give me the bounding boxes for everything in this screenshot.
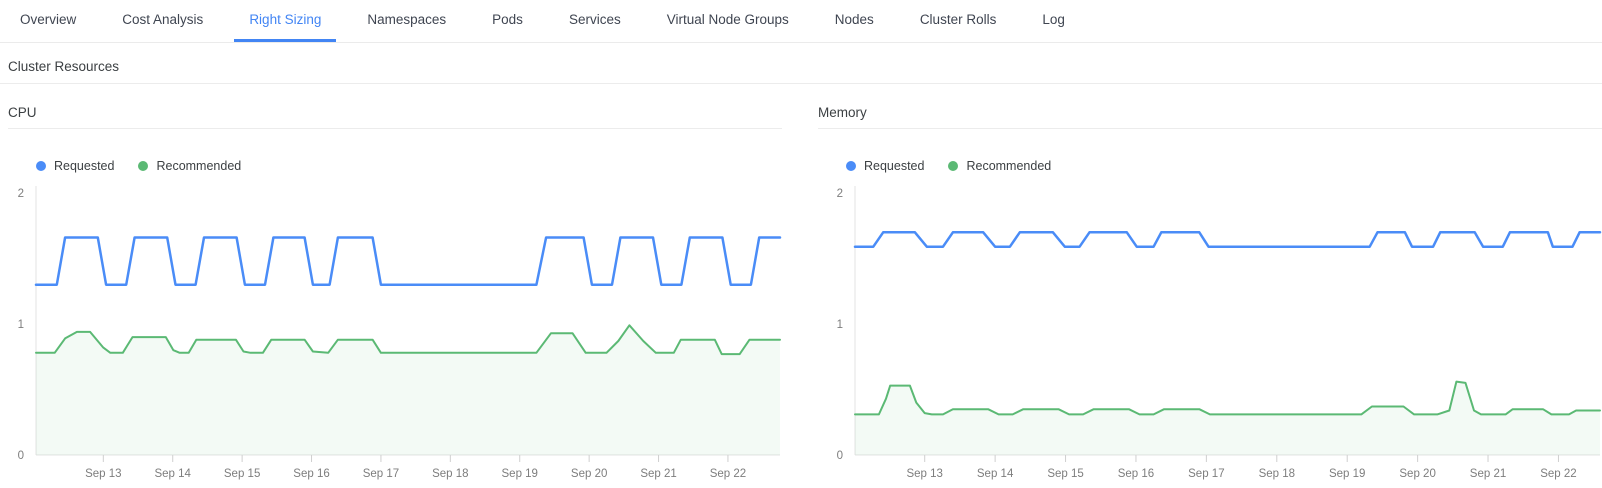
cpu-chart-canvas: 0 1 2 Sep 13 Sep 14 Sep 15 Sep 16 Sep 17 Sep 18 S… [18, 186, 782, 480]
cpu-legend-item-recommended[interactable]: Recommended [138, 159, 241, 173]
requested-series-dot-icon [36, 161, 46, 171]
x-tick-label: Sep 17 [363, 468, 399, 480]
x-tick-label: Sep 16 [1118, 468, 1154, 480]
y-tick-label: 0 [18, 450, 24, 462]
x-tick-label: Sep 13 [906, 468, 942, 480]
tab-nodes[interactable]: Nodes [834, 12, 874, 27]
x-tick-label: Sep 19 [502, 468, 538, 480]
tab-virtual-node-groups[interactable]: Virtual Node Groups [666, 12, 789, 27]
tab-namespaces[interactable]: Namespaces [367, 12, 447, 27]
x-tick-label: Sep 21 [640, 468, 676, 480]
x-tick-label: Sep 18 [432, 468, 468, 480]
recommended-area [36, 325, 780, 455]
cpu-legend-label-recommended: Recommended [156, 159, 242, 173]
x-tick-label: Sep 19 [1329, 468, 1365, 480]
memory-legend-item-requested[interactable]: Requested [846, 159, 924, 173]
cpu-panel: CPU Requested Recommended 0 1 2 Sep 13 Sep 1… [8, 84, 782, 488]
tab-log[interactable]: Log [1042, 12, 1065, 27]
memory-legend-item-recommended[interactable]: Recommended [948, 159, 1051, 173]
cpu-legend-label-requested: Requested [54, 159, 115, 173]
x-tick-label: Sep 17 [1188, 468, 1224, 480]
recommended-line [854, 380, 1601, 416]
recommended-line [35, 324, 781, 356]
x-tick-label: Sep 15 [1047, 468, 1083, 480]
y-tick-label: 1 [837, 319, 843, 331]
requested-series-dot-icon [846, 161, 856, 171]
y-tick-label: 0 [837, 450, 843, 462]
memory-legend-label-recommended: Recommended [966, 159, 1052, 173]
requested-line [34, 236, 782, 286]
x-tick-label: Sep 15 [224, 468, 260, 480]
tab-cluster-rolls[interactable]: Cluster Rolls [919, 12, 997, 27]
charts-row: CPU Requested Recommended 0 1 2 Sep 13 Sep 1… [0, 84, 1602, 488]
x-tick-label: Sep 22 [710, 468, 746, 480]
tab-overview[interactable]: Overview [20, 12, 77, 27]
x-tick-label: Sep 22 [1540, 468, 1576, 480]
tab-right-sizing[interactable]: Right Sizing [234, 0, 337, 42]
cpu-chart-title: CPU [8, 105, 782, 129]
recommended-series-dot-icon [138, 161, 149, 171]
tab-cost-analysis[interactable]: Cost Analysis [122, 12, 204, 27]
tab-services[interactable]: Services [568, 12, 621, 27]
x-tick-label: Sep 14 [977, 468, 1014, 480]
memory-chart-title: Memory [818, 105, 1602, 129]
memory-chart: 0 1 2 Sep 13 Sep 14 Sep 15 Sep 16 Sep 17 Sep 18 S… [818, 177, 1602, 488]
x-tick-label: Sep 16 [293, 468, 329, 480]
x-tick-label: Sep 13 [85, 468, 121, 480]
y-tick-label: 2 [18, 188, 24, 200]
section-title-cluster-resources: Cluster Resources [0, 59, 1602, 84]
x-tick-label: Sep 14 [154, 468, 191, 480]
cpu-legend-item-requested[interactable]: Requested [36, 159, 114, 173]
y-tick-label: 2 [837, 188, 843, 200]
cpu-chart: 0 1 2 Sep 13 Sep 14 Sep 15 Sep 16 Sep 17 Sep 18 S… [8, 177, 782, 488]
tab-bar: Overview Cost Analysis Right Sizing Name… [0, 0, 1602, 43]
x-tick-label: Sep 21 [1470, 468, 1506, 480]
y-tick-label: 1 [18, 319, 24, 331]
x-tick-label: Sep 20 [1399, 468, 1435, 480]
tab-pods[interactable]: Pods [492, 12, 523, 27]
recommended-series-dot-icon [948, 161, 959, 171]
memory-legend-label-requested: Requested [864, 159, 925, 173]
memory-chart-canvas: 0 1 2 Sep 13 Sep 14 Sep 15 Sep 16 Sep 17 Sep 18 S… [837, 186, 1602, 480]
x-tick-label: Sep 20 [571, 468, 607, 480]
memory-panel: Memory Requested Recommended 0 1 2 Sep 13 Se… [818, 84, 1602, 488]
memory-legend: Requested Recommended [846, 159, 1602, 173]
recommended-area [855, 381, 1600, 455]
requested-line [853, 231, 1602, 248]
x-tick-label: Sep 18 [1259, 468, 1295, 480]
cpu-legend: Requested Recommended [36, 159, 782, 173]
